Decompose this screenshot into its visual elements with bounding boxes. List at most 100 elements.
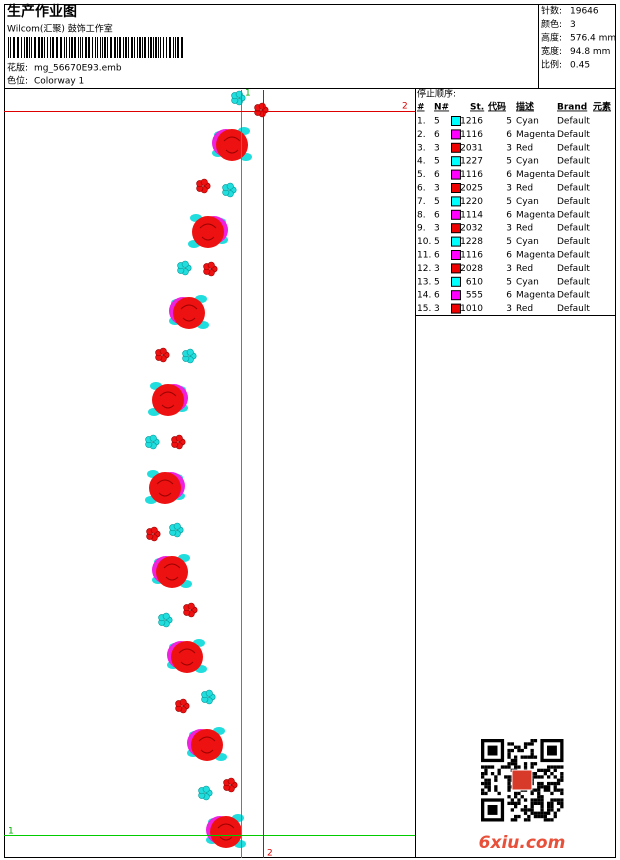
needle: 3 — [434, 224, 440, 234]
studio: Wilcom(汇聚) 鼓饰工作室 — [7, 23, 113, 35]
qr-module — [514, 762, 518, 766]
qr-module — [507, 788, 511, 792]
stitches: 1216 — [460, 117, 483, 127]
qr-module — [523, 755, 528, 759]
qr-module — [537, 785, 541, 789]
description: Red — [516, 304, 533, 314]
brand: Default — [557, 197, 590, 207]
small-petal — [162, 612, 170, 620]
bar-stripe — [47, 37, 48, 58]
bar-stripe — [117, 37, 118, 58]
qr-module — [556, 798, 561, 802]
qr-module — [510, 801, 514, 805]
brand: Default — [557, 157, 590, 167]
needle: 6 — [434, 251, 440, 261]
column-header: # — [417, 103, 425, 113]
qr-module — [560, 801, 564, 805]
needle: 3 — [434, 304, 440, 314]
qr-module — [547, 785, 551, 789]
qr-module — [543, 772, 547, 776]
qr-module — [510, 748, 514, 753]
bar-stripe — [13, 37, 15, 58]
qr-module — [484, 768, 488, 772]
qr-module — [510, 808, 514, 812]
qr-module — [507, 755, 511, 759]
qr-module — [494, 778, 498, 782]
qr-module — [517, 765, 521, 769]
qr-module — [543, 811, 547, 815]
bar-stripe — [17, 37, 19, 58]
qr-finder-core — [487, 805, 498, 815]
qr-module — [523, 762, 528, 766]
bar-stripe — [8, 37, 9, 58]
color-swatch — [451, 290, 461, 301]
qr-module — [514, 795, 518, 799]
watermark: 6xiu.com — [479, 833, 566, 853]
info-value: 576.4 mm — [570, 34, 616, 44]
rose-detail — [217, 823, 235, 841]
stitches: 1114 — [460, 210, 483, 220]
stitches: 1116 — [460, 170, 483, 180]
column-header: Brand — [557, 103, 587, 113]
qr-module — [487, 765, 491, 769]
qr-module — [560, 805, 564, 809]
qr-module — [533, 762, 538, 766]
guide-label: 2 — [402, 102, 408, 112]
brand: Default — [557, 210, 590, 220]
qr-module — [507, 785, 511, 789]
small-petal — [207, 261, 215, 269]
qr-module — [530, 765, 534, 769]
qr-module — [520, 755, 524, 759]
qr-module — [484, 765, 488, 769]
description: Magenta — [516, 210, 555, 220]
bar-stripe — [66, 37, 67, 58]
qr-module — [490, 765, 495, 769]
bar-stripe — [142, 37, 143, 58]
rose-detail — [156, 479, 174, 497]
brand: Default — [557, 170, 590, 180]
color-swatch — [451, 236, 461, 247]
description: Cyan — [516, 117, 539, 127]
bar-stripe — [97, 37, 98, 58]
qr-module — [550, 765, 554, 769]
bar-stripe — [74, 37, 76, 58]
brand: Default — [557, 277, 590, 287]
small-petal — [149, 434, 157, 442]
bar-stripe — [128, 37, 129, 58]
rose — [173, 297, 205, 329]
small-petal — [200, 178, 208, 186]
qr-module — [537, 798, 541, 802]
code: 6 — [506, 291, 512, 301]
bar-stripe — [88, 37, 90, 58]
qr-module — [530, 801, 534, 805]
qr-module — [540, 801, 544, 805]
small-petal — [202, 785, 210, 793]
stitches: 1116 — [460, 130, 483, 140]
rose-detail — [159, 391, 177, 409]
code: 3 — [506, 143, 512, 153]
bar-stripe — [125, 37, 127, 58]
qr-module — [490, 772, 495, 776]
qr-module — [533, 755, 538, 759]
small-petal — [187, 602, 195, 610]
qr-module — [537, 814, 541, 819]
qr-module — [530, 762, 534, 766]
qr-module — [487, 785, 491, 789]
bar-stripe — [177, 37, 179, 58]
color-swatch — [451, 196, 461, 207]
qr-module — [517, 748, 521, 753]
row-number: 4. — [417, 157, 426, 167]
row-number: 1. — [417, 117, 426, 127]
qr-module — [540, 798, 544, 802]
qr-module — [487, 778, 491, 782]
bar-stripe — [158, 37, 159, 58]
qr-module — [553, 768, 557, 772]
info-value: 94.8 mm — [570, 47, 610, 57]
color-swatch — [451, 250, 461, 260]
qr-module — [553, 785, 557, 789]
barcode — [8, 37, 183, 58]
color-swatch — [451, 116, 461, 126]
info-value: 3 — [570, 20, 576, 30]
